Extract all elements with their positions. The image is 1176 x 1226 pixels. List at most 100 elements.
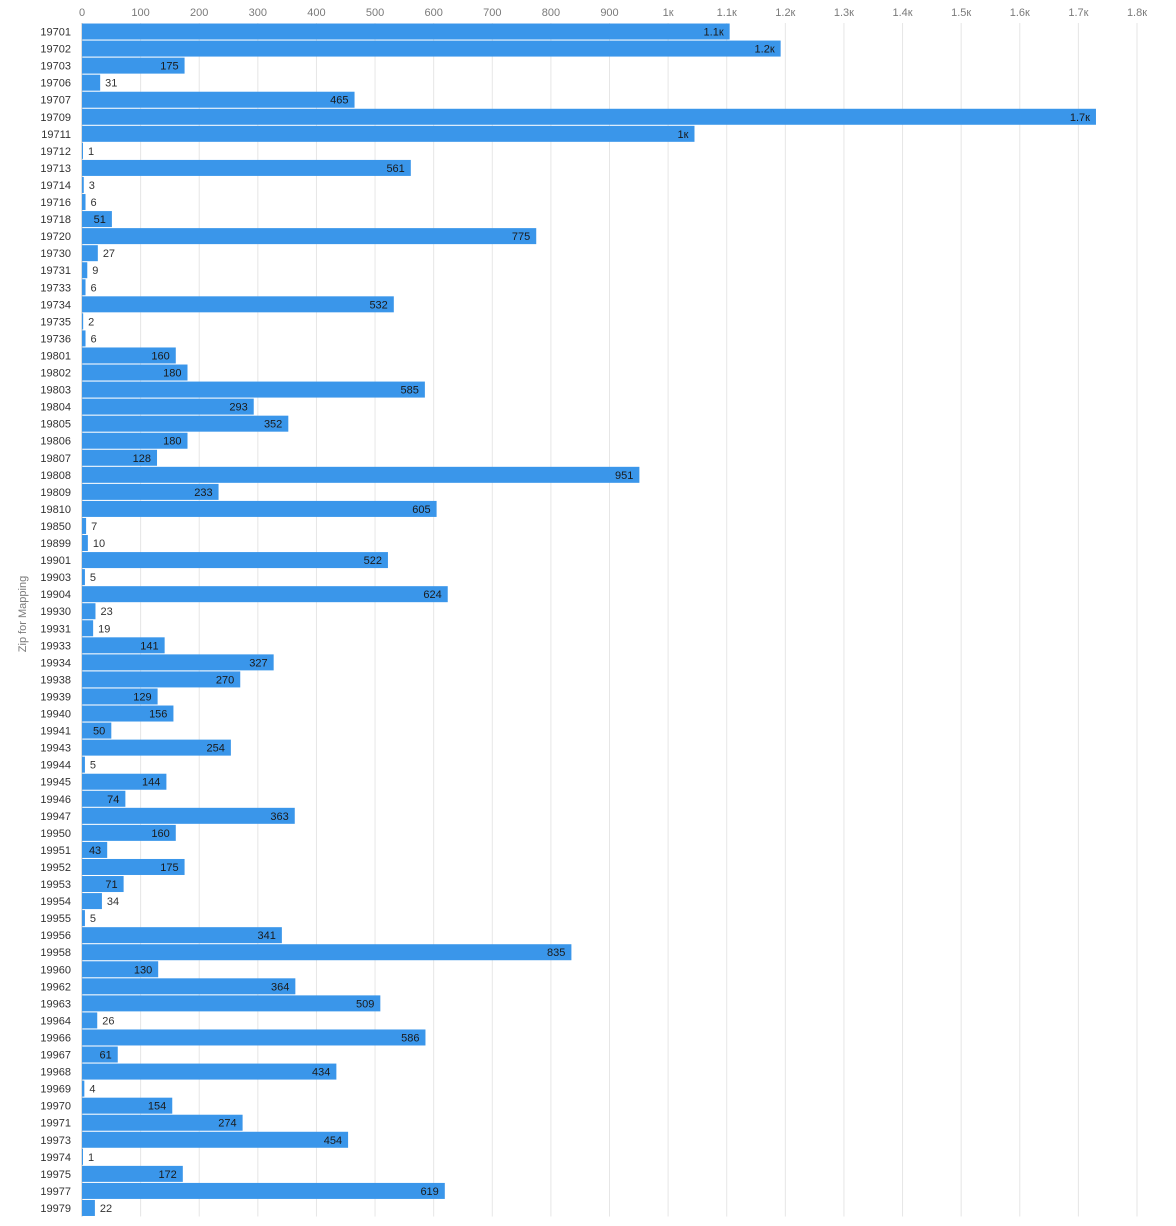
bar xyxy=(82,705,174,722)
y-tick-label: 19702 xyxy=(40,44,71,56)
data-label: 254 xyxy=(207,743,225,755)
bar xyxy=(82,296,394,313)
bar xyxy=(82,773,167,790)
bar xyxy=(82,1097,173,1114)
bar xyxy=(82,722,112,739)
data-label: 26 xyxy=(102,1015,114,1027)
bar xyxy=(82,671,241,688)
bar xyxy=(82,194,86,211)
y-tick-label: 19803 xyxy=(40,385,71,397)
y-tick-label: 19720 xyxy=(40,231,71,243)
x-tick-label: 200 xyxy=(190,7,208,19)
data-label: 585 xyxy=(401,385,419,397)
y-tick-label: 19804 xyxy=(40,402,71,414)
y-tick-label: 19706 xyxy=(40,78,71,90)
bar xyxy=(82,245,98,262)
bar xyxy=(82,23,730,40)
data-label: 3 xyxy=(89,180,95,192)
bar xyxy=(82,586,448,603)
bar xyxy=(82,142,83,159)
data-label: 352 xyxy=(264,419,282,431)
bar xyxy=(82,500,437,517)
y-tick-label: 19934 xyxy=(40,657,71,669)
y-tick-label: 19951 xyxy=(40,845,71,857)
data-label: 23 xyxy=(100,606,112,618)
x-tick-label: 400 xyxy=(307,7,325,19)
data-label: 775 xyxy=(512,231,530,243)
bar xyxy=(82,944,572,961)
bar xyxy=(82,262,88,279)
data-label: 561 xyxy=(386,163,404,175)
data-label: 1.2к xyxy=(755,44,775,56)
x-tick-label: 1.1к xyxy=(717,7,737,19)
bar xyxy=(82,756,85,773)
data-label: 835 xyxy=(547,947,565,959)
data-label: 6 xyxy=(91,282,97,294)
y-tick-label: 19850 xyxy=(40,521,71,533)
y-tick-label: 19703 xyxy=(40,61,71,73)
data-label: 180 xyxy=(163,368,181,380)
data-label: 6 xyxy=(91,197,97,209)
bar xyxy=(82,1114,243,1131)
bar xyxy=(82,654,274,671)
y-tick-label: 19701 xyxy=(40,27,71,39)
x-tick-label: 1.3к xyxy=(834,7,854,19)
y-tick-label: 19950 xyxy=(40,828,71,840)
data-label: 509 xyxy=(356,998,374,1010)
bar xyxy=(82,228,537,245)
bar xyxy=(82,978,296,995)
data-label: 34 xyxy=(107,896,119,908)
data-label: 154 xyxy=(148,1101,166,1113)
y-tick-label: 19805 xyxy=(40,419,71,431)
y-tick-label: 19714 xyxy=(40,180,71,192)
y-tick-label: 19899 xyxy=(40,538,71,550)
bar xyxy=(82,637,165,654)
y-tick-label: 19711 xyxy=(41,129,71,141)
bar xyxy=(82,893,102,910)
x-tick-label: 100 xyxy=(131,7,149,19)
data-label: 144 xyxy=(142,777,160,789)
bar xyxy=(82,824,176,841)
x-tick-label: 1.5к xyxy=(951,7,971,19)
y-tick-label: 19716 xyxy=(40,197,71,209)
y-tick-label: 19736 xyxy=(40,333,71,345)
x-tick-label: 700 xyxy=(483,7,501,19)
y-tick-label: 19971 xyxy=(40,1118,71,1130)
bar xyxy=(82,364,188,381)
bar xyxy=(82,91,355,108)
data-label: 434 xyxy=(312,1067,330,1079)
data-label: 180 xyxy=(163,436,181,448)
data-label: 128 xyxy=(133,453,151,465)
data-label: 74 xyxy=(107,794,119,806)
x-axis-ticks: 0 100 200 300 400 500 600 700 800 900 1к 1.1к 1.2к 1.… xyxy=(79,7,1147,19)
bar xyxy=(82,279,86,296)
data-label: 586 xyxy=(401,1032,419,1044)
data-label: 1 xyxy=(88,1152,94,1164)
data-label: 156 xyxy=(149,709,167,721)
bar xyxy=(82,995,381,1012)
bar xyxy=(82,739,231,756)
bar xyxy=(82,1148,83,1165)
bar xyxy=(82,330,86,347)
bar xyxy=(82,552,388,569)
y-tick-label: 19956 xyxy=(40,930,71,942)
bar xyxy=(82,449,158,466)
data-label: 465 xyxy=(330,95,348,107)
data-label: 624 xyxy=(423,589,441,601)
y-tick-label: 19930 xyxy=(40,606,71,618)
y-tick-label: 19968 xyxy=(40,1067,71,1079)
bar xyxy=(82,398,254,415)
y-tick-label: 19969 xyxy=(40,1084,71,1096)
y-tick-label: 19901 xyxy=(40,555,71,567)
data-label: 364 xyxy=(271,981,289,993)
y-tick-label: 19973 xyxy=(40,1135,71,1147)
bar xyxy=(82,125,695,142)
x-tick-label: 0 xyxy=(79,7,85,19)
x-tick-label: 1.2к xyxy=(775,7,795,19)
data-label: 1.7к xyxy=(1070,112,1090,124)
data-label: 51 xyxy=(94,214,106,226)
data-label: 19 xyxy=(98,623,110,635)
data-label: 619 xyxy=(420,1186,438,1198)
y-axis-label: Zip for Mapping xyxy=(17,576,29,652)
y-tick-label: 19808 xyxy=(40,470,71,482)
